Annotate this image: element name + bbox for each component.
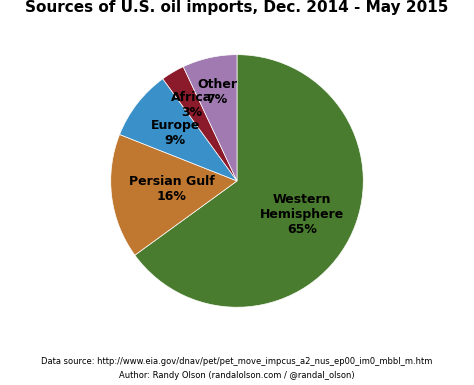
Wedge shape: [163, 67, 237, 181]
Text: Western
Hemisphere
65%: Western Hemisphere 65%: [260, 193, 345, 236]
Wedge shape: [135, 55, 363, 307]
Text: Author: Randy Olson (randalolson.com / @randal_olson): Author: Randy Olson (randalolson.com / @…: [119, 371, 355, 380]
Wedge shape: [119, 79, 237, 181]
Text: Persian Gulf
16%: Persian Gulf 16%: [129, 175, 215, 203]
Title: Sources of U.S. oil imports, Dec. 2014 - May 2015: Sources of U.S. oil imports, Dec. 2014 -…: [25, 0, 449, 15]
Text: Africa
3%: Africa 3%: [172, 91, 213, 119]
Text: Europe
9%: Europe 9%: [150, 119, 200, 147]
Text: Other
7%: Other 7%: [197, 78, 237, 106]
Wedge shape: [183, 55, 237, 181]
Wedge shape: [111, 134, 237, 255]
Text: Data source: http://www.eia.gov/dnav/pet/pet_move_impcus_a2_nus_ep00_im0_mbbl_m.: Data source: http://www.eia.gov/dnav/pet…: [41, 357, 433, 366]
